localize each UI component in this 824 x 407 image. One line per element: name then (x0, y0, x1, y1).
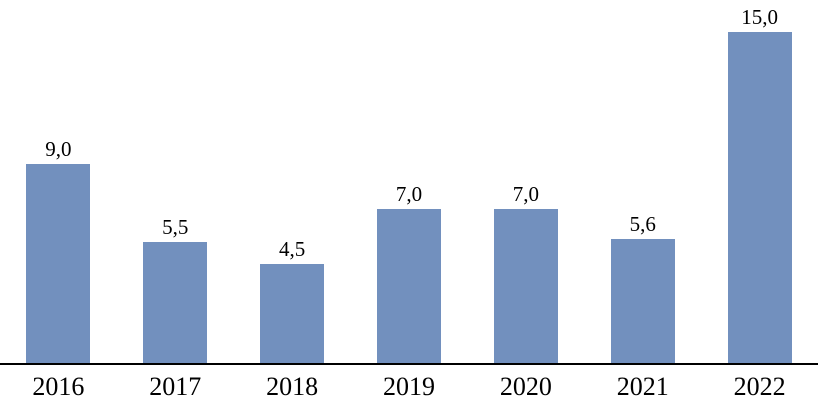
x-axis-label-2018: 2018 (266, 372, 319, 401)
bar-column-2017: 5,5 (117, 0, 234, 363)
bar-2019 (377, 208, 441, 363)
x-axis-label-2017: 2017 (149, 372, 202, 401)
bar-2022 (727, 32, 792, 363)
x-axis-label-2016: 2016 (32, 372, 85, 401)
bar-2017 (143, 241, 208, 363)
bar-column-2018: 4,5 (234, 0, 351, 363)
bar-value-label: 4,5 (279, 236, 306, 261)
bar-column-2019: 7,0 (351, 0, 468, 363)
bar-column-2016: 9,0 (0, 0, 117, 363)
bar-column-2022: 15,0 (701, 0, 818, 363)
bar-2016 (26, 164, 91, 363)
x-axis-label-2022: 2022 (733, 372, 786, 401)
x-axis-label-2021: 2021 (616, 372, 669, 401)
plot-area: 9,0 5,5 4,5 7,0 7,0 5,6 15,0 (0, 0, 818, 365)
bar-column-2021: 5,6 (584, 0, 701, 363)
x-axis: 2016 2017 2018 2019 2020 2021 2022 (0, 365, 818, 400)
bar-value-label: 15,0 (741, 5, 778, 29)
bar-value-label: 5,5 (162, 214, 189, 239)
x-axis-label-2020: 2020 (499, 372, 552, 401)
bar-value-label: 7,0 (512, 181, 539, 206)
x-axis-label-2019: 2019 (383, 372, 435, 401)
bar-2018 (260, 263, 325, 363)
bar-2021 (610, 239, 675, 363)
bar-column-2020: 7,0 (467, 0, 584, 363)
bar-2020 (493, 208, 558, 363)
bar-value-label: 9,0 (45, 137, 72, 162)
bar-value-label: 5,6 (629, 212, 656, 237)
bar-value-label: 7,0 (395, 181, 423, 206)
